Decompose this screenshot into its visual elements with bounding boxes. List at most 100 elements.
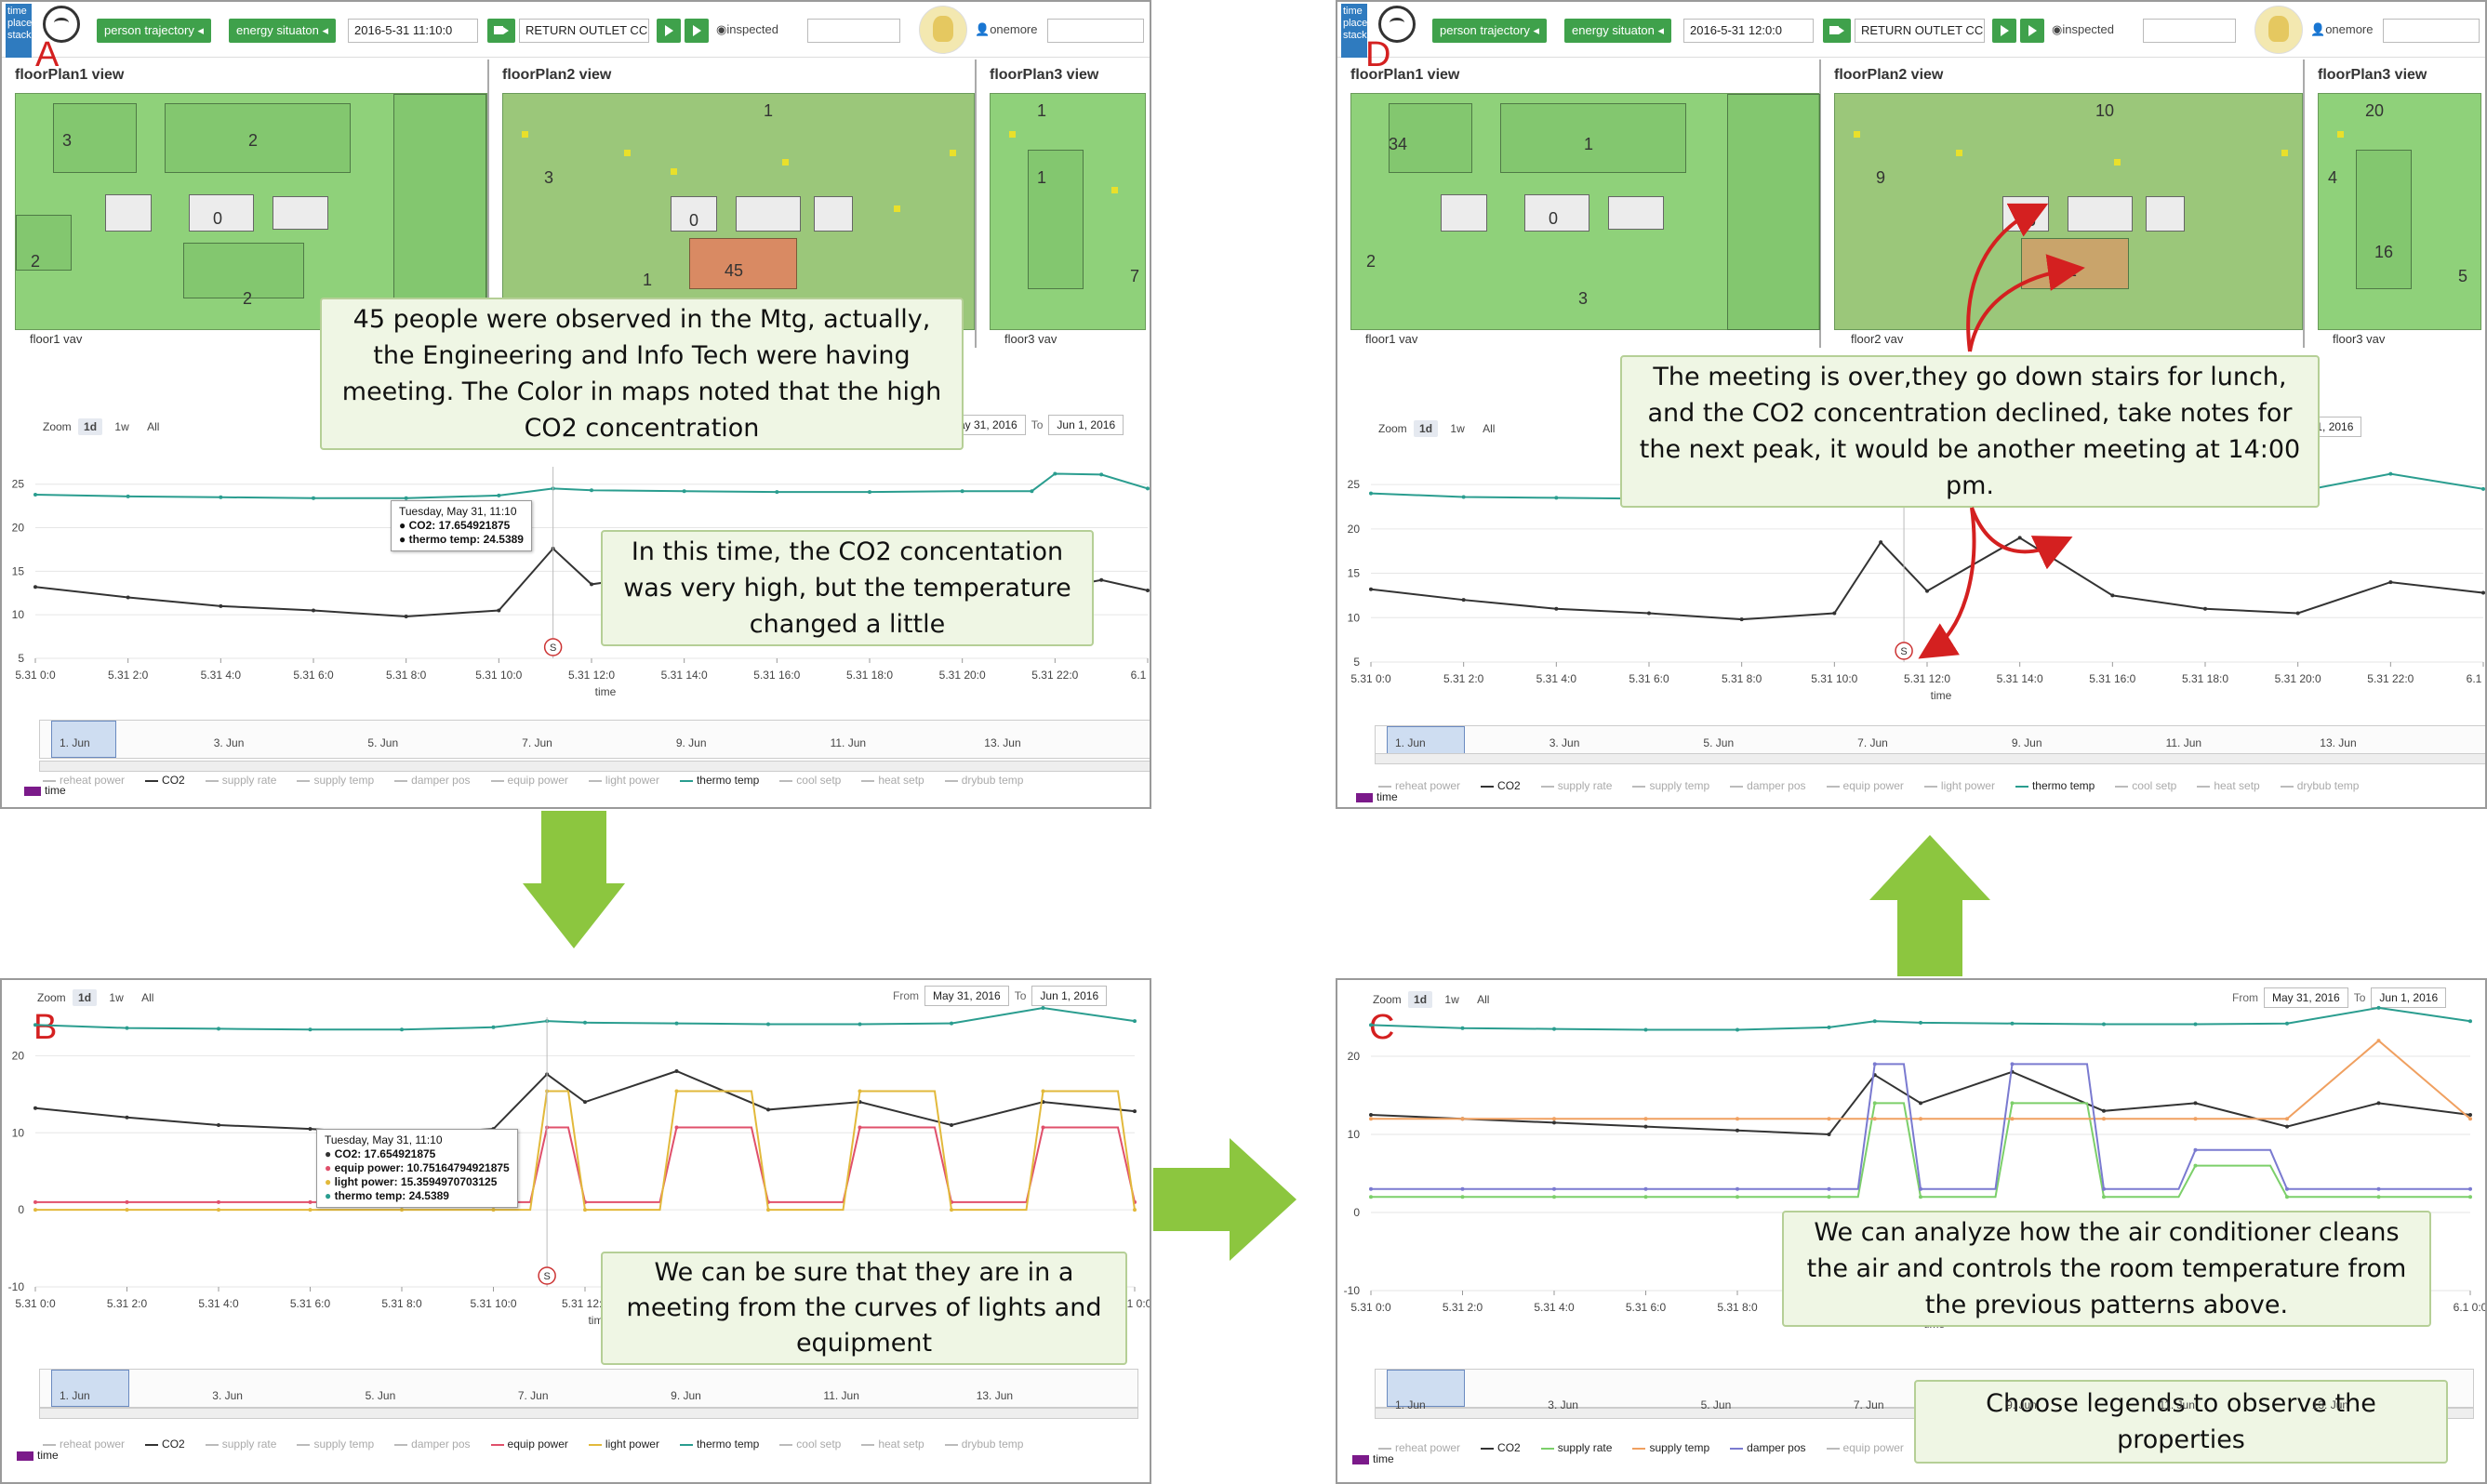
legend-item-reheat-power[interactable]: reheat power: [1378, 779, 1460, 792]
floorplan3-map[interactable]: 1 1 7: [990, 93, 1146, 330]
data-point[interactable]: [766, 1022, 770, 1027]
data-point[interactable]: [1827, 1025, 1831, 1029]
legend-item-co2[interactable]: CO2: [145, 774, 185, 787]
data-point[interactable]: [1461, 598, 1466, 603]
data-point[interactable]: [2102, 1022, 2106, 1027]
data-point[interactable]: [1099, 577, 1104, 582]
data-point[interactable]: [1736, 1128, 1739, 1133]
data-point[interactable]: [674, 1021, 679, 1026]
time-input[interactable]: 2016-5-31 11:10:0: [348, 19, 478, 43]
data-point[interactable]: [126, 595, 130, 600]
data-point[interactable]: [2388, 580, 2393, 585]
data-point[interactable]: [2285, 1124, 2289, 1129]
legend-item-heat-setp[interactable]: heat setp: [2197, 779, 2260, 792]
data-point[interactable]: [1552, 1027, 1556, 1031]
room[interactable]: [2068, 196, 2133, 232]
data-point[interactable]: [219, 603, 223, 608]
data-point[interactable]: [1739, 617, 1744, 622]
data-point[interactable]: [1053, 471, 1057, 476]
data-point[interactable]: [858, 1022, 862, 1027]
data-point[interactable]: [33, 585, 37, 590]
data-point[interactable]: [312, 608, 315, 613]
floorplan3-map[interactable]: 20 4 16 5: [2318, 93, 2481, 330]
data-point[interactable]: [1643, 1117, 1648, 1121]
data-point[interactable]: [1460, 1186, 1465, 1191]
zoom-1w-button[interactable]: 1w: [1444, 993, 1459, 1006]
device-input[interactable]: RETURN OUTLET CC: [1855, 19, 1985, 43]
room[interactable]: [1608, 196, 1664, 230]
legend-item-drybub-temp[interactable]: drybub temp: [944, 1438, 1023, 1451]
data-point[interactable]: [1041, 1089, 1045, 1093]
data-point[interactable]: [775, 490, 779, 495]
event-marker[interactable]: [538, 1266, 556, 1285]
series-line-co2[interactable]: [1370, 537, 2484, 621]
room[interactable]: [53, 103, 137, 173]
avatar[interactable]: [919, 6, 967, 54]
data-point[interactable]: [1919, 1195, 1922, 1199]
to-date-input[interactable]: Jun 1, 2016: [1048, 415, 1124, 435]
legend-item-supply-temp[interactable]: supply temp: [297, 1438, 374, 1451]
legend-item-reheat-power[interactable]: reheat power: [43, 774, 125, 787]
legend-item-co2[interactable]: CO2: [145, 1438, 185, 1451]
data-point[interactable]: [1041, 1125, 1045, 1130]
data-point[interactable]: [217, 1208, 220, 1212]
data-point[interactable]: [2388, 471, 2393, 476]
zoom-1w-button[interactable]: 1w: [1450, 422, 1465, 435]
data-point[interactable]: [2285, 1195, 2289, 1199]
data-point[interactable]: [1133, 1019, 1137, 1024]
data-point[interactable]: [33, 1023, 37, 1027]
data-point[interactable]: [868, 490, 871, 495]
data-point[interactable]: [1736, 1186, 1739, 1191]
data-point[interactable]: [217, 1199, 220, 1204]
series-line-light-power[interactable]: [35, 1090, 1136, 1212]
data-point[interactable]: [1369, 1195, 1373, 1199]
data-point[interactable]: [1919, 1101, 1922, 1106]
data-point[interactable]: [674, 1125, 679, 1130]
data-point[interactable]: [1827, 1195, 1831, 1199]
legend-item-damper-pos[interactable]: damper pos: [394, 1438, 471, 1451]
camera-button[interactable]: [487, 19, 515, 43]
legend-item-equip-power[interactable]: equip power: [490, 1438, 568, 1451]
zoom-all-button[interactable]: All: [147, 420, 160, 433]
camera-button[interactable]: [1823, 19, 1851, 43]
data-point[interactable]: [1460, 1117, 1465, 1121]
floorplan1-map[interactable]: 3 2 0 2 2: [15, 93, 487, 330]
data-point[interactable]: [1872, 1117, 1877, 1121]
legend-item-heat-setp[interactable]: heat setp: [861, 1438, 924, 1451]
data-point[interactable]: [2193, 1117, 2198, 1121]
legend-item-drybub-temp[interactable]: drybub temp: [2280, 779, 2359, 792]
legend-item-damper-pos[interactable]: damper pos: [394, 774, 471, 787]
data-point[interactable]: [2468, 1186, 2472, 1191]
data-point[interactable]: [1552, 1117, 1556, 1121]
data-point[interactable]: [308, 1199, 313, 1204]
floorplan2-map[interactable]: 1 3 0 45 1: [502, 93, 975, 330]
legend-item-heat-setp[interactable]: heat setp: [861, 774, 924, 787]
data-point[interactable]: [2102, 1108, 2106, 1113]
to-date-input[interactable]: Jun 1, 2016: [1031, 986, 1108, 1006]
room[interactable]: [105, 194, 152, 232]
navigator-mask[interactable]: [1387, 1370, 1465, 1407]
room[interactable]: [273, 196, 328, 230]
data-point[interactable]: [2010, 1101, 2015, 1106]
data-point[interactable]: [2010, 1062, 2015, 1067]
data-point[interactable]: [2102, 1117, 2106, 1121]
data-point[interactable]: [1554, 606, 1559, 611]
legend-item-supply-temp[interactable]: supply temp: [1632, 779, 1709, 792]
zoom-1d-button[interactable]: 1d: [1414, 420, 1439, 437]
data-point[interactable]: [2110, 593, 2115, 598]
data-point[interactable]: [308, 1127, 313, 1132]
data-point[interactable]: [1099, 472, 1104, 477]
data-point[interactable]: [2010, 1021, 2015, 1026]
data-point[interactable]: [1925, 589, 1929, 593]
room[interactable]: [165, 103, 351, 173]
data-point[interactable]: [2017, 536, 2022, 540]
data-point[interactable]: [1919, 1186, 1922, 1191]
zoom-1d-button[interactable]: 1d: [1408, 991, 1433, 1008]
data-point[interactable]: [1369, 587, 1373, 591]
series-line-supply-rate[interactable]: [1371, 1102, 2470, 1199]
data-point[interactable]: [583, 1020, 587, 1025]
event-marker[interactable]: [1895, 642, 1913, 660]
legend-item-equip-power[interactable]: equip power: [490, 774, 568, 787]
